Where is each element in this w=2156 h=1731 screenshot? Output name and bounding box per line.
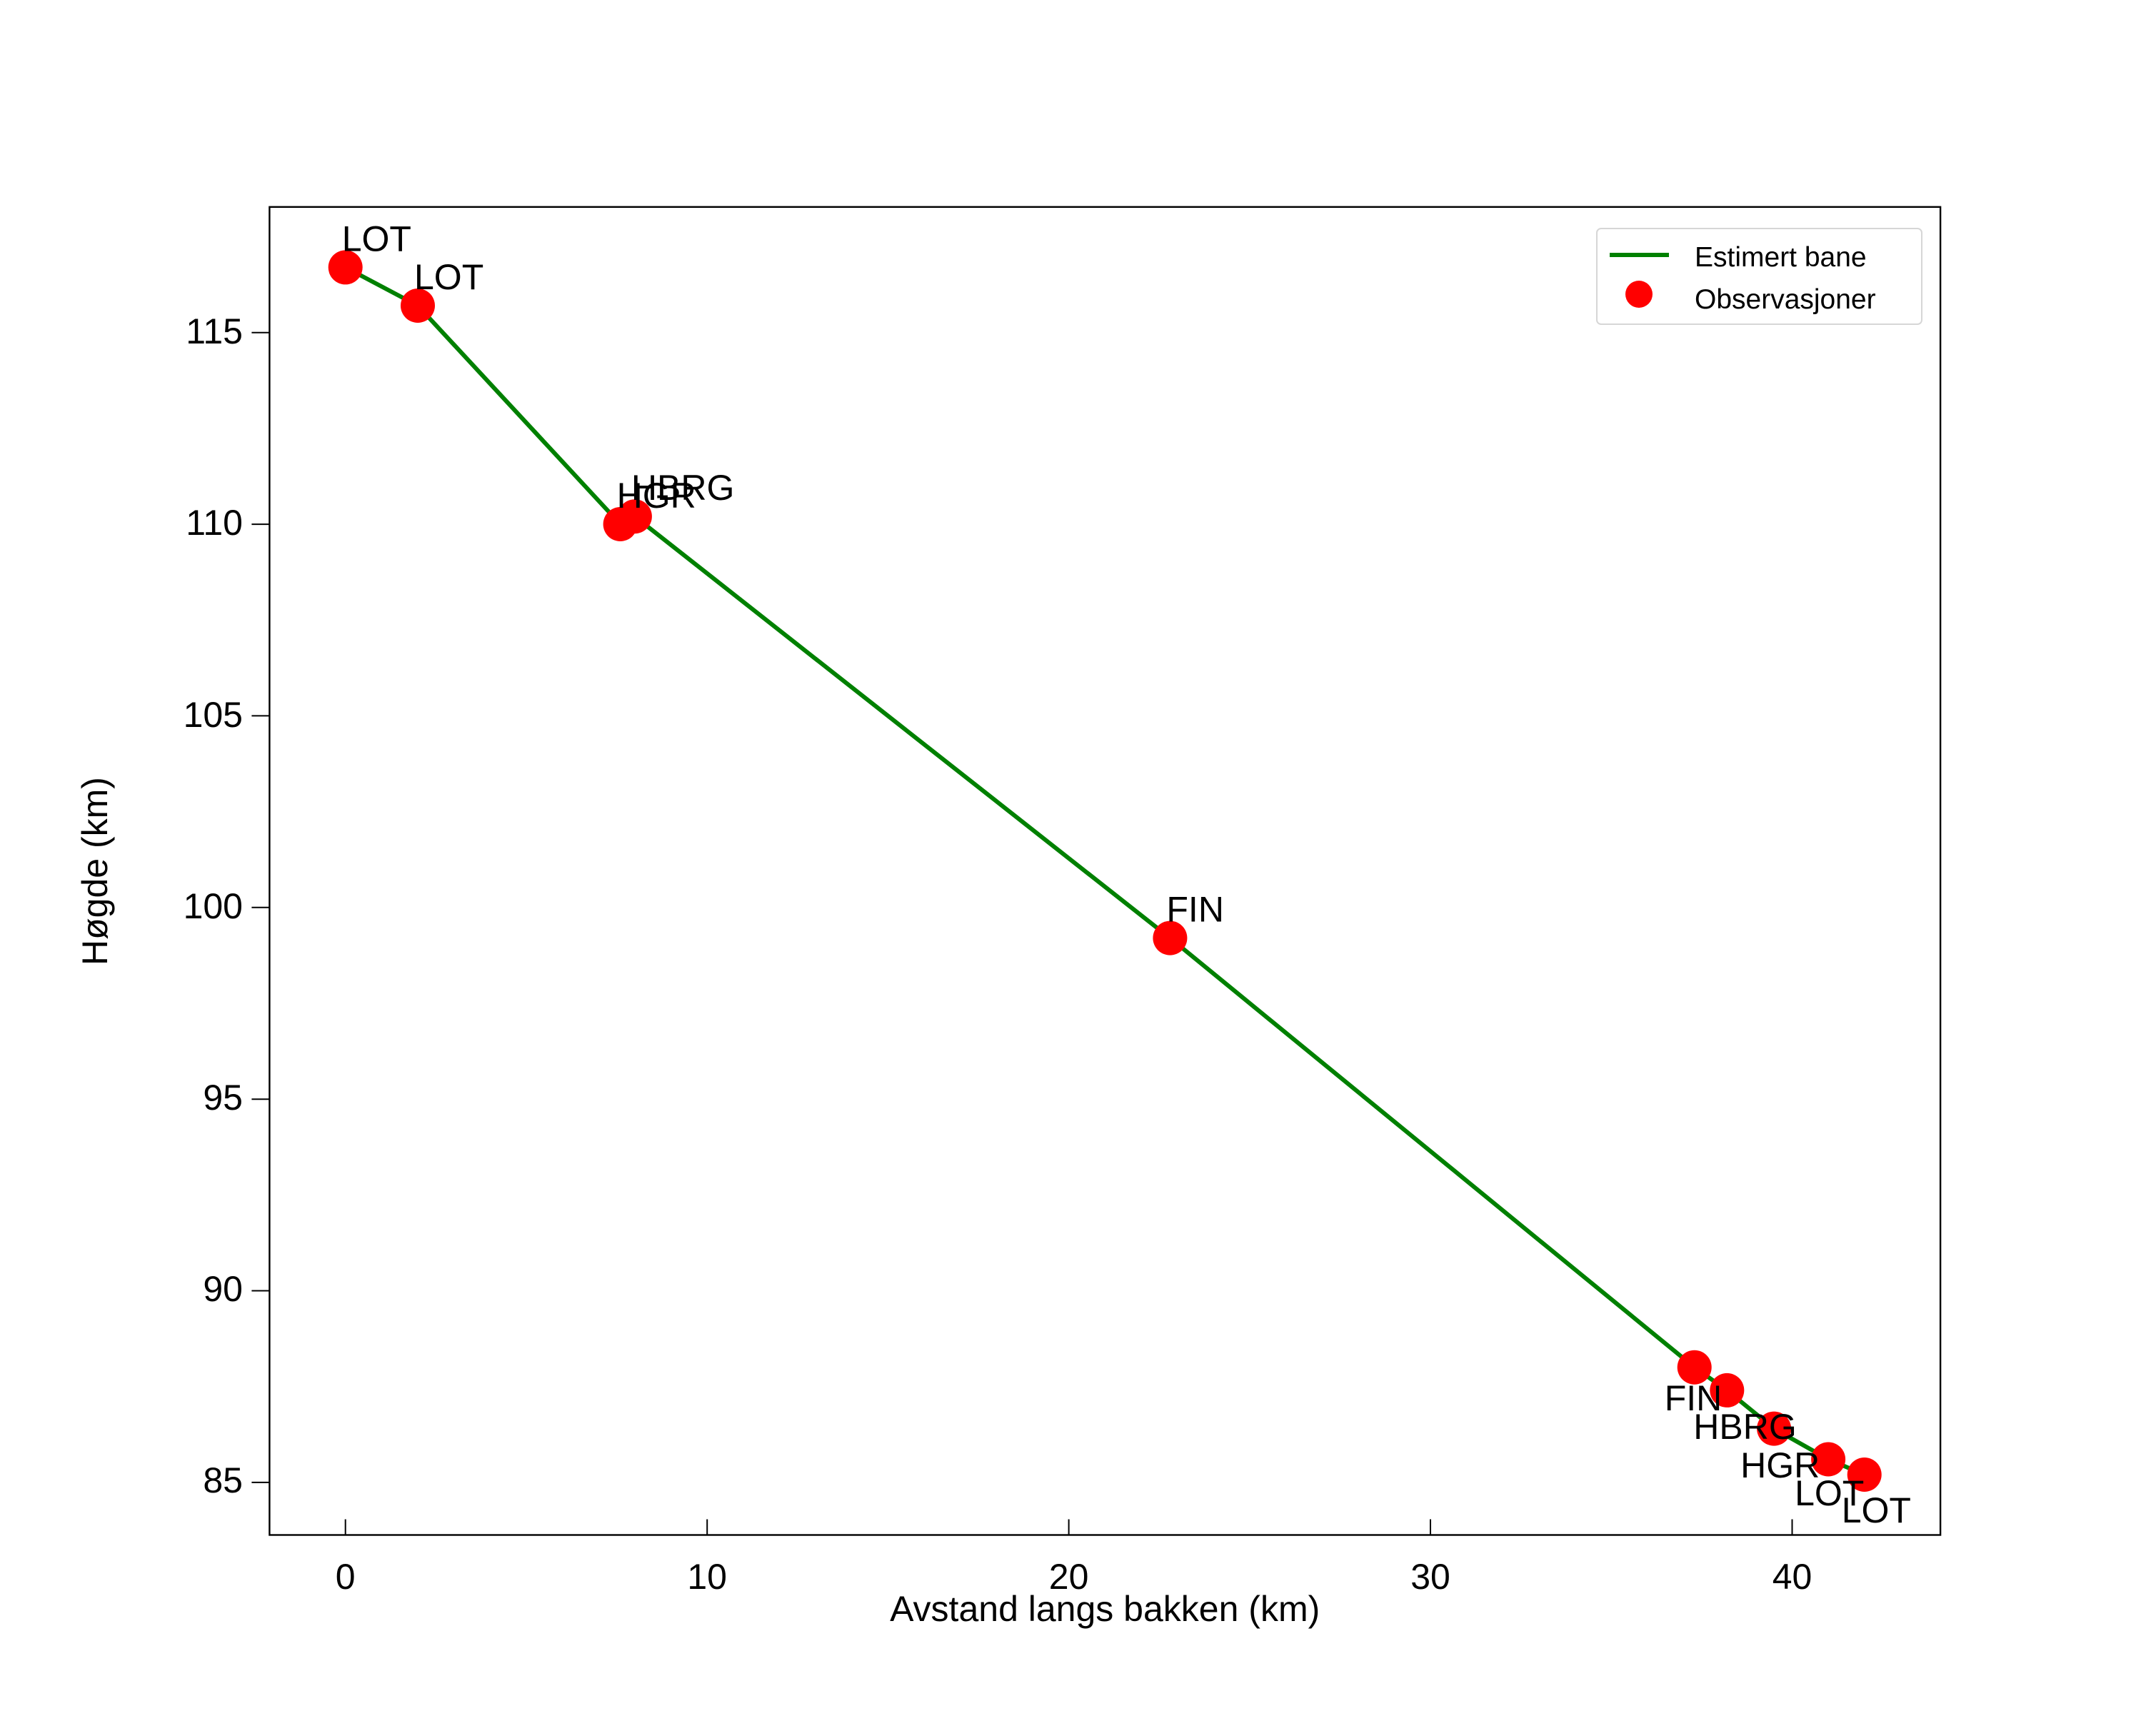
- svg-text:HBRG: HBRG: [1693, 1407, 1796, 1447]
- svg-text:105: 105: [184, 695, 243, 735]
- svg-text:115: 115: [186, 311, 243, 351]
- svg-text:HBRG: HBRG: [631, 468, 734, 508]
- svg-text:0: 0: [336, 1557, 356, 1597]
- svg-text:Estimert bane: Estimert bane: [1695, 242, 1867, 273]
- svg-text:Høgde (km): Høgde (km): [75, 777, 115, 965]
- svg-text:LOT: LOT: [414, 257, 483, 297]
- svg-text:40: 40: [1773, 1557, 1812, 1597]
- svg-text:Observasjoner: Observasjoner: [1695, 284, 1876, 315]
- svg-text:10: 10: [687, 1557, 727, 1597]
- svg-text:85: 85: [203, 1460, 243, 1500]
- svg-text:30: 30: [1410, 1557, 1450, 1597]
- svg-text:Avstand langs bakken (km): Avstand langs bakken (km): [890, 1589, 1320, 1629]
- svg-text:FIN: FIN: [1166, 890, 1224, 930]
- svg-text:90: 90: [203, 1269, 243, 1309]
- svg-text:LOT: LOT: [1842, 1490, 1911, 1530]
- svg-text:95: 95: [203, 1078, 243, 1118]
- svg-text:110: 110: [186, 503, 243, 543]
- svg-text:100: 100: [184, 886, 243, 926]
- svg-text:LOT: LOT: [342, 219, 411, 259]
